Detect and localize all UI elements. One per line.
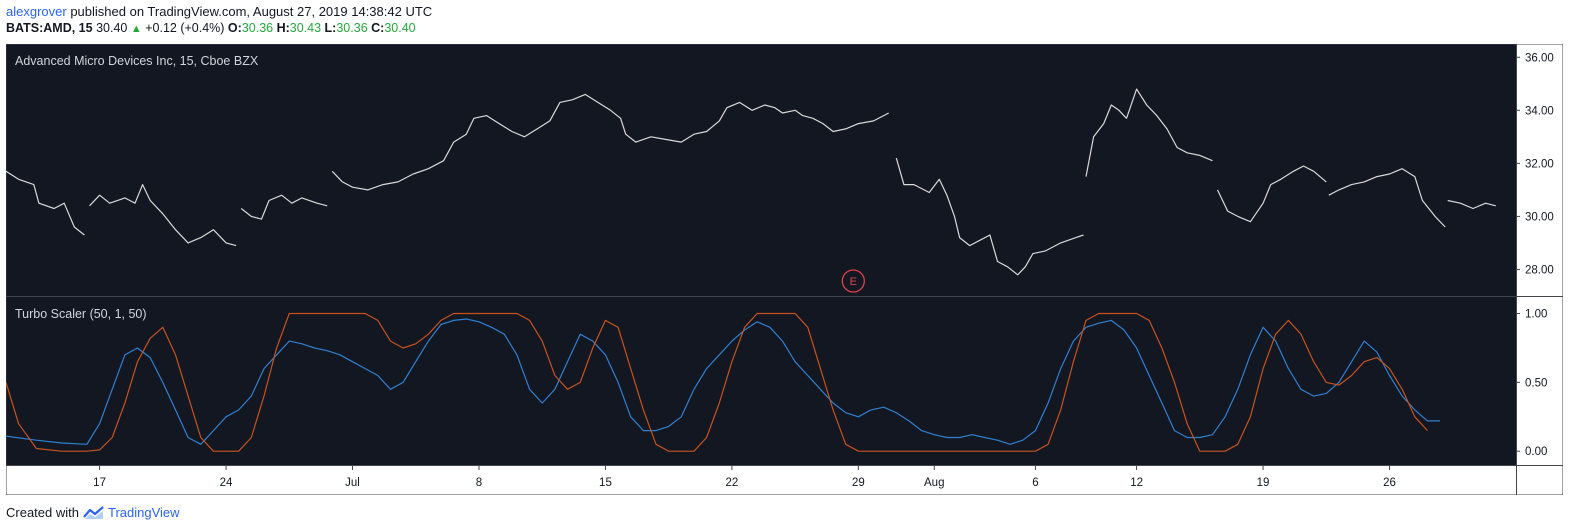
chart-svg[interactable]: E Advanced Micro Devices Inc, 15, Cboe BZ… [5, 43, 1564, 496]
tradingview-link[interactable]: TradingView [107, 505, 180, 520]
close-label: C: [371, 21, 385, 35]
time-tick-label: 6 [1032, 477, 1038, 489]
time-tick-label: 17 [93, 477, 106, 489]
open-label: O: [227, 21, 242, 35]
oscillator-pane-title: Turbo Scaler (50, 1, 50) [15, 307, 147, 321]
time-tick-label: 24 [220, 477, 233, 489]
price-line-segment-7 [1328, 168, 1446, 228]
price-line-segment-2 [240, 194, 328, 220]
publish-line: alexgrover published on TradingView.com,… [6, 4, 432, 19]
price-change: +0.12 (+0.4%) [145, 21, 225, 35]
low-label: L: [324, 21, 337, 35]
time-tick-label: 19 [1257, 477, 1270, 489]
ohlc-line: BATS:AMD, 15 30.40 ▲ +0.12 (+0.4%) O:30.… [6, 21, 416, 35]
high-value: 30.43 [289, 21, 322, 35]
open-value: 30.36 [241, 21, 274, 35]
price-tick-label: 36.00 [1525, 52, 1554, 64]
chart-area[interactable]: E Advanced Micro Devices Inc, 15, Cboe BZ… [5, 43, 1564, 496]
time-tick-label: Jul [345, 477, 360, 489]
osc-tick-label: 0.00 [1525, 446, 1547, 458]
created-with-text: Created with [6, 505, 79, 520]
osc-tick-label: 1.00 [1525, 309, 1547, 321]
price-pane-title: Advanced Micro Devices Inc, 15, Cboe BZX [15, 54, 259, 68]
price-tick-label: 34.00 [1525, 105, 1554, 117]
price-line-segment-5 [1085, 88, 1213, 177]
time-tick-label: 15 [599, 477, 612, 489]
time-tick-label: 12 [1130, 477, 1143, 489]
symbol-label: BATS:AMD, 15 [6, 21, 93, 35]
published-text: published on TradingView.com, August 27,… [70, 4, 433, 19]
author-link[interactable]: alexgrover [6, 4, 67, 19]
price-pane-bg[interactable] [6, 44, 1516, 296]
time-tick-label: 22 [726, 477, 739, 489]
tradingview-logo-icon [83, 505, 104, 519]
price-line-segment-8 [1447, 199, 1496, 210]
footer: Created with TradingView [6, 505, 180, 520]
earnings-marker-label: E [850, 276, 857, 288]
close-value: 30.40 [384, 21, 416, 35]
oscillator-line-blue [5, 318, 1441, 445]
time-tick-label: 26 [1383, 477, 1396, 489]
price-line-segment-4 [895, 157, 1084, 276]
price-tick-label: 28.00 [1525, 264, 1554, 276]
time-tick-label: 29 [852, 477, 865, 489]
price-line-segment-1 [89, 184, 237, 247]
time-tick-label: 8 [476, 477, 482, 489]
high-label: H: [276, 21, 290, 35]
up-arrow-icon: ▲ [130, 23, 142, 35]
price-line-segment-6 [1216, 165, 1327, 223]
price-line-segment-0 [5, 170, 85, 236]
low-value: 30.36 [336, 21, 368, 35]
oscillator-line-orange [5, 312, 1428, 452]
time-tick-label: Aug [924, 477, 944, 489]
earnings-marker[interactable] [841, 269, 865, 293]
price-tick-label: 32.00 [1525, 158, 1554, 170]
osc-tick-label: 0.50 [1525, 377, 1547, 389]
price-line-segment-3 [331, 93, 889, 191]
price-tick-label: 30.00 [1525, 211, 1554, 223]
last-price: 30.40 [96, 21, 128, 35]
